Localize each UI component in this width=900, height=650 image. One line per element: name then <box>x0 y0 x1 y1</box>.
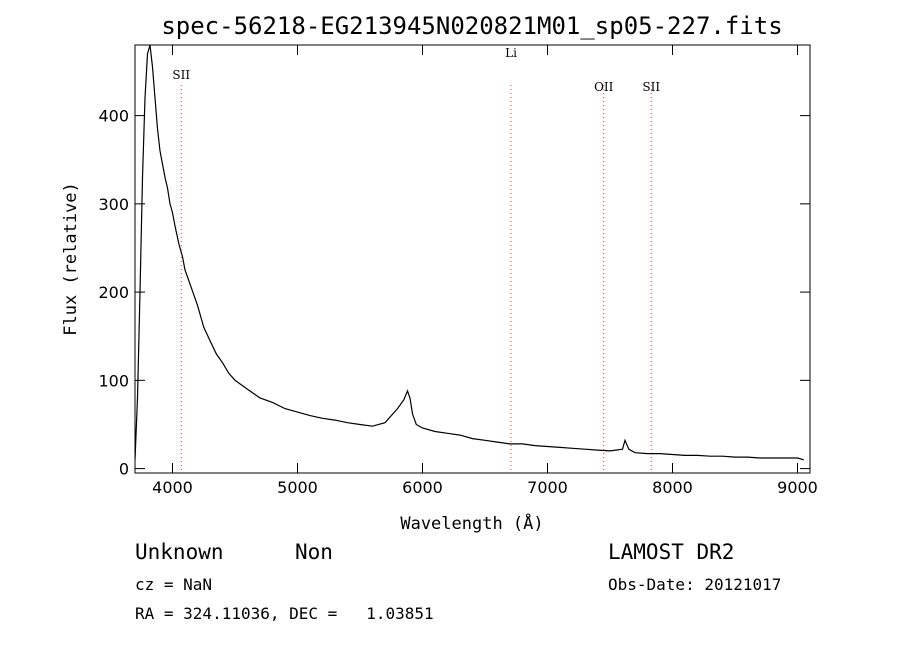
y-tick-label: 200 <box>98 283 129 302</box>
y-tick-label: 100 <box>98 371 129 390</box>
y-tick-label: 300 <box>98 195 129 214</box>
subclass-label: Non <box>295 540 333 564</box>
y-tick-label: 400 <box>98 107 129 126</box>
spectral-line-label: SII <box>172 68 190 82</box>
axis-ticks: 4000 5000 6000 7000 8000 9000 0 100 200 300 400 <box>98 45 818 497</box>
x-tick-label: 8000 <box>652 478 693 497</box>
coordinates: RA = 324.11036, DEC = 1.03851 <box>135 604 434 623</box>
x-tick-label: 6000 <box>402 478 443 497</box>
x-tick-label: 9000 <box>777 478 818 497</box>
spectral-line-label: SII <box>642 80 660 94</box>
x-tick-label: 4000 <box>152 478 193 497</box>
spectral-line-markers: SII Li OII SII <box>172 46 660 473</box>
x-tick-label: 7000 <box>527 478 568 497</box>
obs-date: Obs-Date: 20121017 <box>608 575 782 594</box>
chart-title: spec-56218-EG213945N020821M01_sp05-227.f… <box>161 12 782 40</box>
y-tick-label: 0 <box>119 460 129 479</box>
cz-value: cz = NaN <box>135 575 213 594</box>
y-axis-label: Flux (relative) <box>61 182 81 336</box>
spectrum-series <box>135 45 804 461</box>
spectral-line-label: OII <box>594 80 614 94</box>
survey-label: LAMOST DR2 <box>608 540 735 564</box>
plot-frame <box>134 44 811 474</box>
spectral-line-label: Li <box>505 46 517 60</box>
x-axis-label: Wavelength (Å) <box>400 512 543 534</box>
class-label: Unknown <box>135 540 224 564</box>
x-tick-label: 5000 <box>277 478 318 497</box>
spectrum-line <box>135 45 804 461</box>
